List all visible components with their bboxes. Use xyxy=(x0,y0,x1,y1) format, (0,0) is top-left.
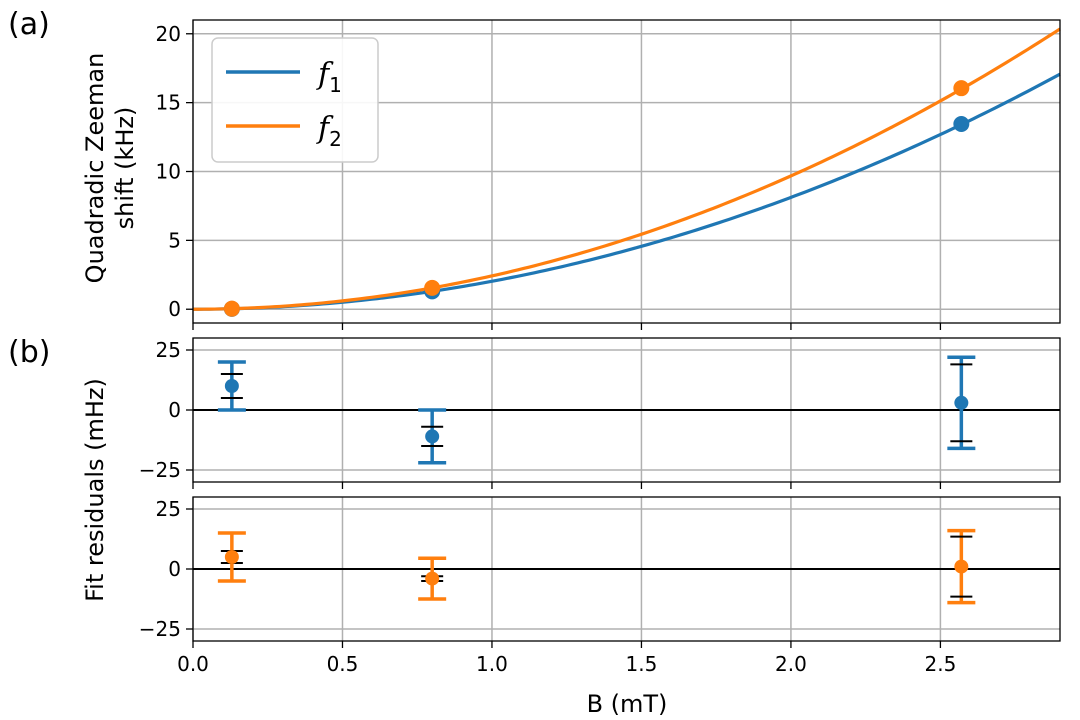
x-tick-label: 2.0 xyxy=(775,652,807,676)
residual-y-axis-label: Fit residuals (mHz) xyxy=(81,378,109,602)
y-tick-label: 25 xyxy=(156,497,181,521)
y-tick-label: 10 xyxy=(156,160,181,184)
y-tick-label: 15 xyxy=(156,91,181,115)
marks-layer xyxy=(192,27,1061,605)
legend-box xyxy=(211,37,379,163)
x-tick-label: 1.5 xyxy=(626,652,658,676)
axes-frame xyxy=(192,19,1061,324)
x-tick-label: 2.5 xyxy=(925,652,957,676)
x-tick-label: 0.0 xyxy=(177,652,209,676)
legend: f1 f2 xyxy=(211,37,379,163)
y-tick-label: 0 xyxy=(168,557,181,581)
residual-point-f2 xyxy=(954,559,969,574)
data-point-f1 xyxy=(953,115,970,132)
axes-frame xyxy=(192,496,1061,642)
axes-frame xyxy=(192,337,1061,483)
y-tick-label: −25 xyxy=(139,458,181,482)
y-tick-label: 20 xyxy=(156,22,181,46)
residual-point-f1 xyxy=(954,395,969,410)
y-tick-label: 0 xyxy=(168,297,181,321)
residual-point-f2 xyxy=(224,550,239,564)
axes-layer: 0 5 10 15 20 −25 0 25 −25 0 25 0.0 0.5 1.0 1.5 2.0 2.5 xyxy=(139,19,1061,676)
y-axis-label-line-1: Quadradic Zeeman xyxy=(81,53,109,284)
data-point-f2 xyxy=(223,300,240,317)
data-point-f2 xyxy=(424,279,441,296)
residual-point-f2 xyxy=(425,571,440,586)
y-axis-label-line-2: shift (kHz) xyxy=(111,107,139,230)
panel-label-b: (b) xyxy=(8,335,50,370)
legend-label-f1: f1 xyxy=(316,57,342,97)
y-tick-label: −25 xyxy=(139,617,181,641)
residual-point-f1 xyxy=(224,379,239,393)
x-tick-label: 1.0 xyxy=(476,652,508,676)
panel-label-a: (a) xyxy=(8,7,50,42)
fit-curve-f2 xyxy=(192,27,1061,311)
y-tick-label: 5 xyxy=(168,228,181,252)
y-tick-label: 25 xyxy=(156,338,181,362)
data-point-f2 xyxy=(953,80,970,97)
y-tick-label: 0 xyxy=(168,398,181,422)
residual-point-f1 xyxy=(425,429,440,444)
x-tick-label: 0.5 xyxy=(327,652,359,676)
x-axis-label: B (mT) xyxy=(587,690,668,718)
